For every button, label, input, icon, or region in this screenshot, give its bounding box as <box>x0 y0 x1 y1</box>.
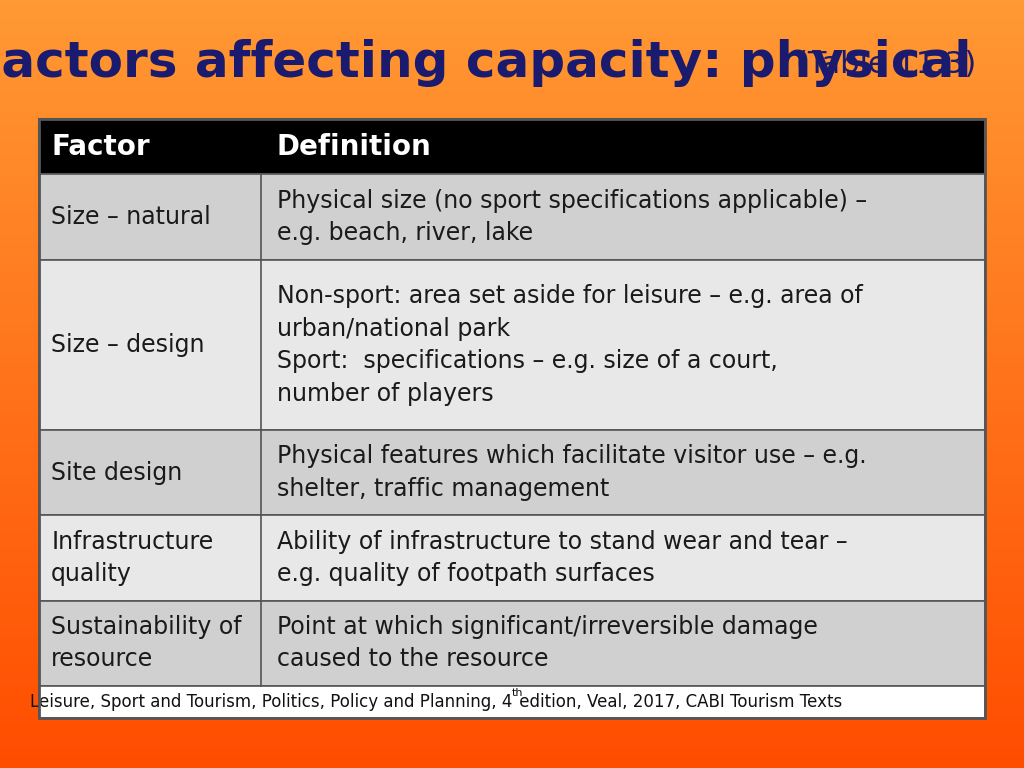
Text: Factor: Factor <box>51 133 150 161</box>
Bar <box>39 260 985 430</box>
Bar <box>39 515 985 601</box>
Text: th: th <box>512 687 523 698</box>
Text: Factors affecting capacity: physical: Factors affecting capacity: physical <box>0 39 972 87</box>
Text: Site design: Site design <box>51 461 182 485</box>
Bar <box>39 174 985 260</box>
Text: Ability of infrastructure to stand wear and tear –
e.g. quality of footpath surf: Ability of infrastructure to stand wear … <box>276 530 847 586</box>
Bar <box>39 601 985 686</box>
Text: Physical features which facilitate visitor use – e.g.
shelter, traffic managemen: Physical features which facilitate visit… <box>276 445 866 501</box>
Text: Size – natural: Size – natural <box>51 205 211 229</box>
Text: (Table 11.3): (Table 11.3) <box>796 50 976 79</box>
Text: Infrastructure
quality: Infrastructure quality <box>51 530 213 586</box>
Bar <box>39 119 985 174</box>
Text: Leisure, Sport and Tourism, Politics, Policy and Planning, 4: Leisure, Sport and Tourism, Politics, Po… <box>30 693 512 711</box>
Text: Physical size (no sport specifications applicable) –
e.g. beach, river, lake: Physical size (no sport specifications a… <box>276 189 866 245</box>
Bar <box>39 686 985 718</box>
Text: Non-sport: area set aside for leisure – e.g. area of
urban/national park
Sport: : Non-sport: area set aside for leisure – … <box>276 284 862 406</box>
Bar <box>39 430 985 515</box>
Text: Point at which significant/irreversible damage
caused to the resource: Point at which significant/irreversible … <box>276 615 817 671</box>
Text: Sustainability of
resource: Sustainability of resource <box>51 615 242 671</box>
Text: Size – design: Size – design <box>51 333 205 357</box>
Text: Definition: Definition <box>276 133 431 161</box>
Bar <box>39 119 985 718</box>
Text: edition, Veal, 2017, CABI Tourism Texts: edition, Veal, 2017, CABI Tourism Texts <box>514 693 843 711</box>
